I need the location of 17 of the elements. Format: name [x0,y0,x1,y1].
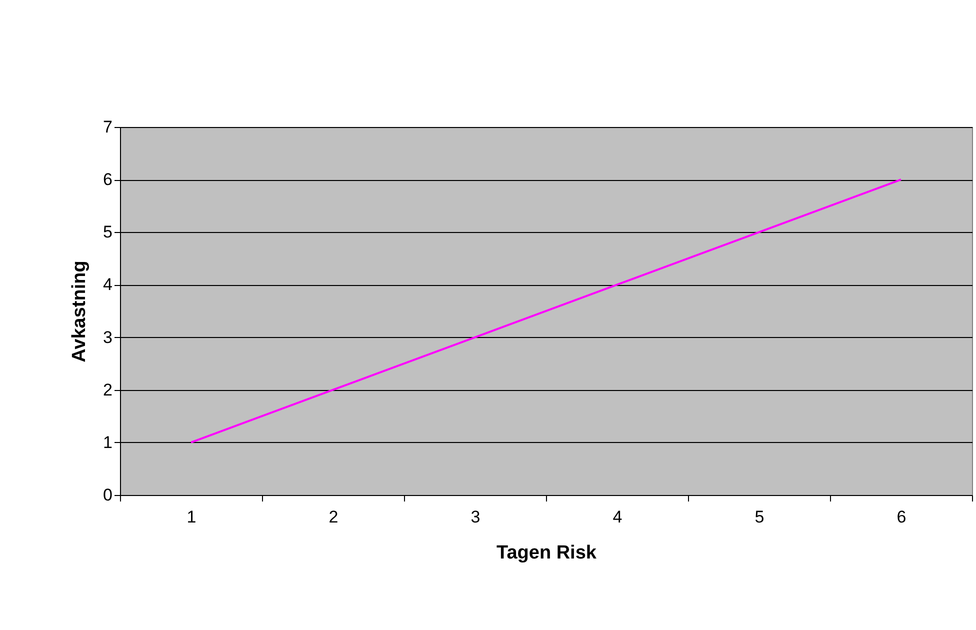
y-tick-label: 3 [103,328,112,347]
x-tick-label: 6 [896,508,906,526]
y-tick-label: 7 [103,118,112,136]
x-tick-label: 3 [470,508,480,526]
y-tick-label: 0 [103,486,112,504]
x-tick-label: 5 [754,508,764,526]
y-tick-label: 4 [103,275,112,294]
x-axis-title: Tagen Risk [496,542,597,564]
y-tick-label: 1 [103,432,112,452]
x-tick-label: 4 [612,508,622,526]
y-tick-label: 2 [103,380,112,400]
x-tick-label: 2 [328,508,338,526]
y-axis-title: Avkastning [69,260,90,362]
y-tick-label: 5 [103,222,112,242]
line-series [190,178,902,444]
y-tick-label: 6 [103,170,112,190]
x-tick-label: 1 [186,508,196,526]
